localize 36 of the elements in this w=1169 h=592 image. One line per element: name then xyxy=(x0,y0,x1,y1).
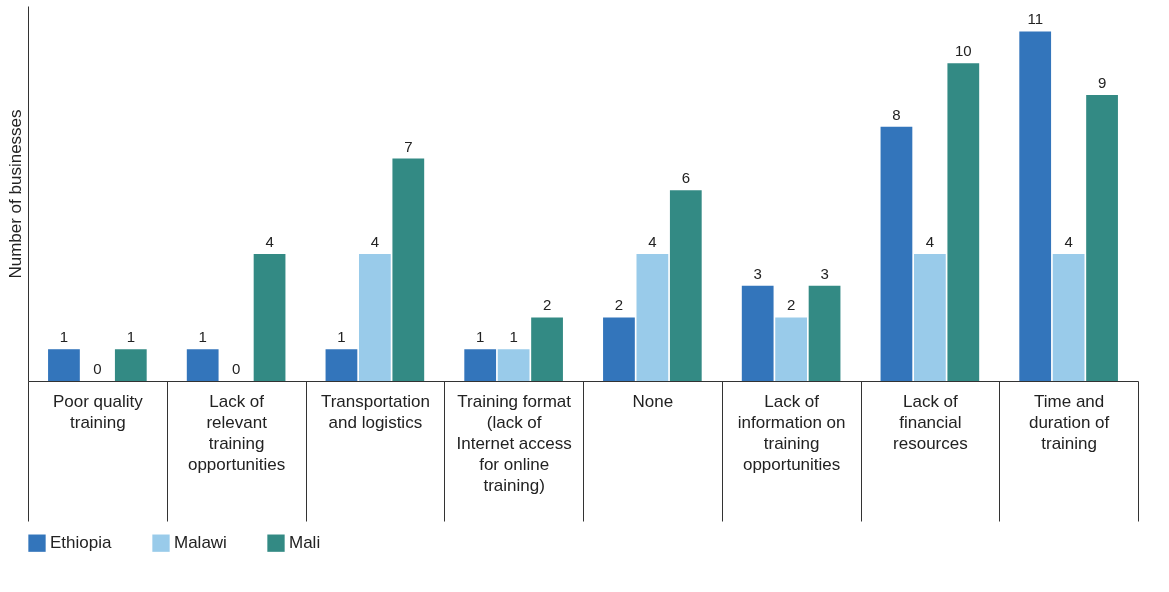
y-axis-title: Number of businesses xyxy=(5,109,25,279)
data-label: 1 xyxy=(337,328,346,346)
x-tick-label: Transportation and logistics xyxy=(320,391,430,432)
data-label: 4 xyxy=(265,232,274,250)
data-label: 0 xyxy=(93,360,102,377)
data-label: 4 xyxy=(370,232,380,250)
x-tick-label: Training format (lack of Internet access for online training) xyxy=(456,391,572,495)
x-tick-label: None xyxy=(632,391,674,411)
x-tick-label: Poor quality training xyxy=(52,391,144,432)
data-label: 4 xyxy=(1064,232,1073,250)
x-tick-label: Lack of relevant training opportunities xyxy=(187,391,286,474)
data-label: 3 xyxy=(820,264,829,282)
data-label: 8 xyxy=(892,105,901,123)
x-tick-label: Lack of financial resources xyxy=(893,391,968,453)
data-label: 3 xyxy=(753,264,762,282)
data-label: 10 xyxy=(954,42,972,60)
x-tick-label: Lack of information on training opportunities xyxy=(737,391,846,474)
data-label: 6 xyxy=(681,169,690,187)
data-label: 0 xyxy=(231,360,241,377)
data-label: 1 xyxy=(59,328,69,346)
data-label: 4 xyxy=(648,232,657,250)
data-label: 2 xyxy=(542,296,552,314)
data-label: 11 xyxy=(1027,10,1043,28)
legend-label: Mali xyxy=(289,533,321,553)
data-label: 1 xyxy=(126,328,135,346)
data-label: 9 xyxy=(1097,73,1107,91)
data-label: 4 xyxy=(925,232,935,250)
data-label: 1 xyxy=(509,328,518,346)
data-label: 7 xyxy=(404,137,413,155)
legend-label: Malawi xyxy=(174,533,227,553)
data-label: 1 xyxy=(476,328,485,346)
legend-label: Ethiopia xyxy=(50,533,112,553)
data-label: 2 xyxy=(786,296,796,314)
data-label: 1 xyxy=(198,328,207,346)
data-label: 2 xyxy=(614,296,624,314)
x-tick-label: Time and duration of training xyxy=(1028,391,1110,453)
